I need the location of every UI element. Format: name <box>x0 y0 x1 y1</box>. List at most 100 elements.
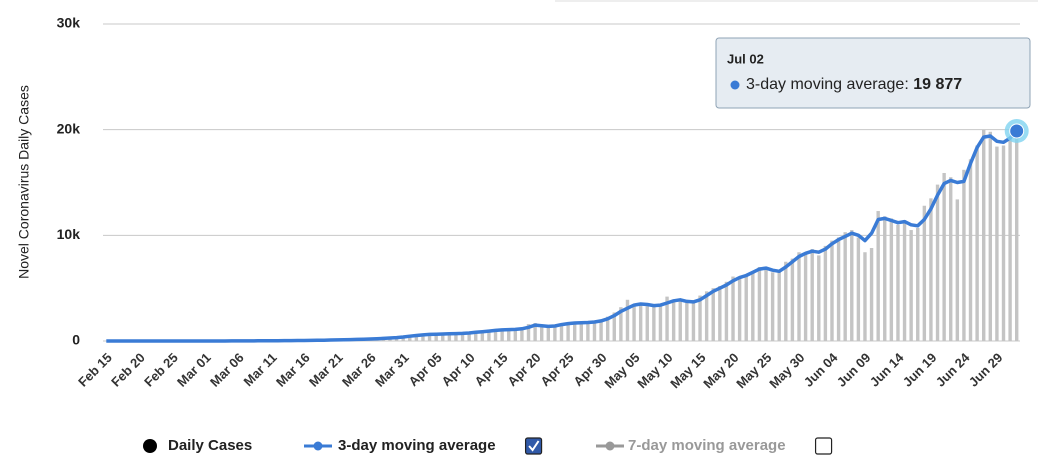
tooltip-title: Jul 02 <box>727 51 764 66</box>
bar <box>724 281 729 341</box>
tooltip-marker <box>730 80 740 90</box>
bar <box>896 224 900 341</box>
legend-checkbox[interactable] <box>814 437 833 455</box>
x-tick-label: May 15 <box>667 350 708 391</box>
bar <box>559 323 564 341</box>
bar <box>751 271 755 341</box>
x-tick-label: May 30 <box>766 350 807 391</box>
bar <box>843 232 847 341</box>
moving-average-line <box>106 129 1018 343</box>
tooltip-value: 19 877 <box>913 76 962 93</box>
bar <box>414 335 419 341</box>
bar <box>883 216 887 341</box>
x-tick-label: May 25 <box>733 350 774 391</box>
bar <box>487 330 491 341</box>
bar <box>493 329 498 341</box>
bar <box>691 300 696 341</box>
legend-marker <box>313 441 323 451</box>
bar <box>929 198 933 341</box>
checkmark <box>528 440 540 452</box>
bar <box>553 325 557 341</box>
bar <box>975 145 979 341</box>
bar <box>625 299 630 341</box>
x-tick-label: Feb 15 <box>75 350 115 390</box>
bar <box>480 331 485 341</box>
bar <box>579 322 583 341</box>
x-tick-label: Jun 14 <box>867 349 907 389</box>
bar <box>441 333 445 341</box>
legend-checkbox[interactable] <box>524 437 543 455</box>
bar <box>962 169 966 341</box>
bar <box>678 300 682 341</box>
bar <box>572 322 577 341</box>
bar <box>935 184 940 341</box>
bar <box>612 312 616 341</box>
bar <box>454 333 458 341</box>
bar <box>770 272 775 341</box>
legend-label[interactable]: Daily Cases <box>168 437 252 454</box>
bar <box>955 199 960 341</box>
bar <box>540 327 544 341</box>
bar <box>586 322 590 341</box>
bar <box>830 240 834 341</box>
bar <box>658 304 663 341</box>
x-tick-label: Jun 29 <box>966 350 1006 390</box>
x-tick-label: Mar 26 <box>339 350 379 390</box>
bar <box>737 277 742 341</box>
bar <box>810 249 814 341</box>
bar <box>421 334 425 341</box>
bar <box>968 159 973 341</box>
x-tick-label: Jun 19 <box>900 350 940 390</box>
x-tick-label: Mar 16 <box>273 350 313 390</box>
bar <box>447 333 452 341</box>
bar <box>856 237 861 341</box>
x-tick-label: May 10 <box>634 350 675 391</box>
bar <box>467 332 471 341</box>
legend-label[interactable]: 3-day moving average <box>338 437 496 454</box>
bar <box>645 306 649 341</box>
bar <box>863 252 867 341</box>
tooltip-series: 3-day moving average: <box>746 76 909 93</box>
bar <box>823 245 828 341</box>
bar <box>995 146 999 341</box>
y-tick-label: 20k <box>57 120 81 136</box>
legend-label[interactable]: 7-day moving average <box>628 437 786 454</box>
tooltip-label: 3-day moving average: 19 877 <box>746 76 962 93</box>
bar <box>836 237 841 341</box>
tooltip-box <box>715 37 1031 109</box>
bar <box>784 261 788 341</box>
bar <box>731 276 735 341</box>
bar <box>922 205 927 341</box>
x-tick-label: Feb 20 <box>108 350 148 390</box>
x-tick-label: May 05 <box>601 350 642 391</box>
bar <box>460 332 465 341</box>
x-tick-label: Mar 31 <box>372 350 412 390</box>
bar <box>803 254 808 341</box>
bar <box>513 328 518 341</box>
y-axis-title: Novel Coronavirus Daily Cases <box>16 85 32 279</box>
bar <box>704 291 709 341</box>
bar <box>652 305 656 341</box>
bar <box>408 335 412 341</box>
bar <box>526 324 531 341</box>
bar <box>797 252 801 341</box>
bar <box>599 319 603 341</box>
bar <box>757 267 762 341</box>
bar <box>566 323 570 341</box>
x-tick-label: Mar 01 <box>174 350 214 390</box>
bar <box>533 323 537 341</box>
y-tick-label: 30k <box>57 15 81 31</box>
x-tick-label: Jun 09 <box>834 350 874 390</box>
y-tick-label: 10k <box>57 226 81 242</box>
bar <box>1015 131 1019 341</box>
bar <box>850 230 854 341</box>
bar <box>507 329 511 341</box>
bar <box>889 218 894 341</box>
bar <box>817 255 821 341</box>
bar <box>592 321 597 341</box>
bar <box>869 248 874 341</box>
bar <box>665 296 669 341</box>
bar <box>790 258 795 341</box>
bar <box>671 301 676 341</box>
